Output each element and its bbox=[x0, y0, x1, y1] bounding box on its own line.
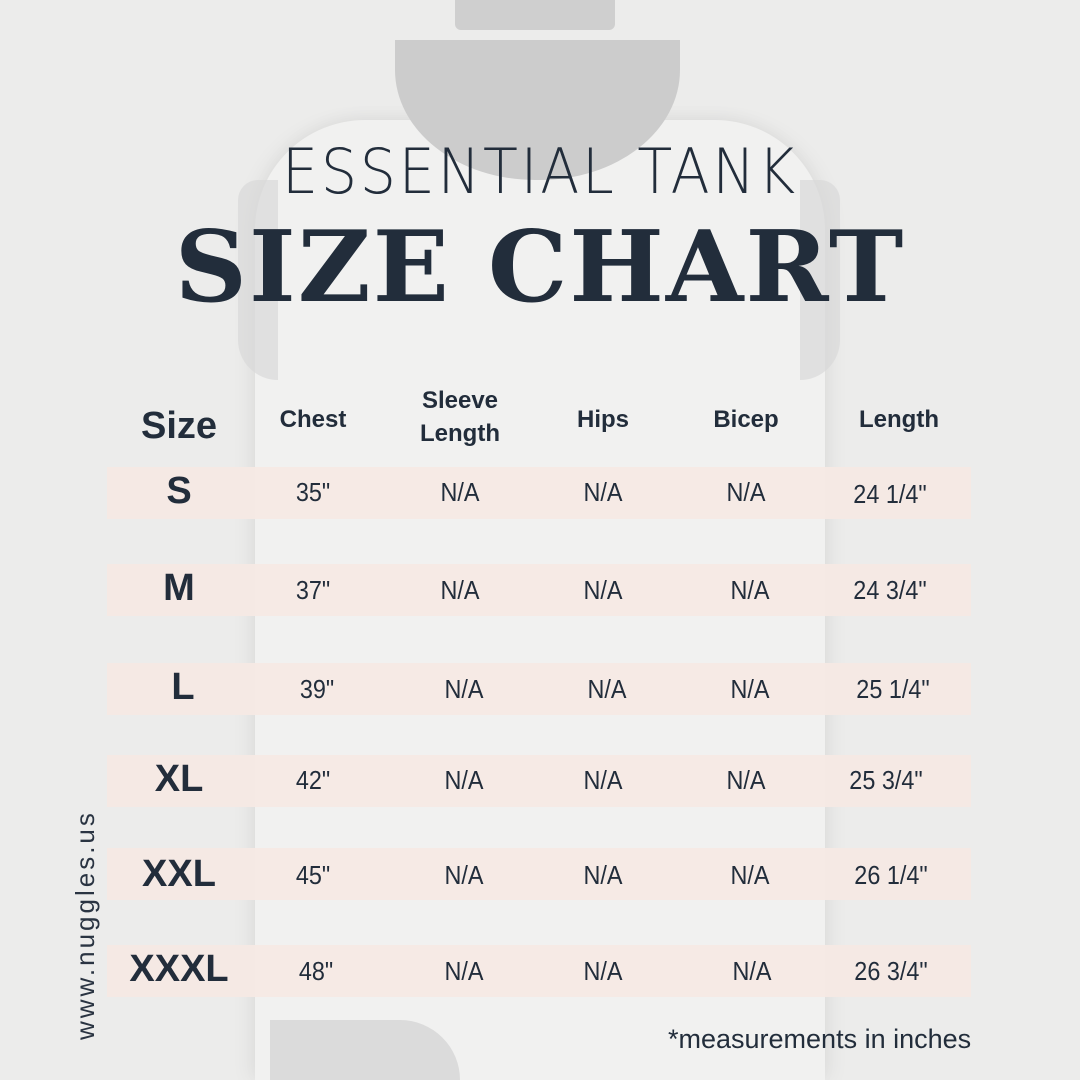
row-band-l bbox=[107, 663, 971, 715]
chart-title: SIZE CHART bbox=[174, 210, 906, 325]
header-sleeve-line2: Length bbox=[420, 420, 500, 447]
chest-value: 48" bbox=[298, 956, 334, 986]
chest-value: 37" bbox=[295, 575, 331, 605]
row-band-xxxl bbox=[107, 945, 971, 997]
hips-value: N/A bbox=[583, 956, 623, 986]
row-band-xl bbox=[107, 755, 971, 807]
website-url: www.nuggles.us bbox=[70, 810, 100, 1040]
header-length: Length bbox=[859, 406, 939, 433]
length-value: 24 1/4" bbox=[853, 479, 927, 509]
row-band-s bbox=[107, 467, 971, 519]
hips-value: N/A bbox=[583, 765, 623, 795]
bicep-value: N/A bbox=[726, 477, 766, 507]
bicep-value: N/A bbox=[730, 674, 770, 704]
sleeve-value: N/A bbox=[444, 674, 484, 704]
header-bicep: Bicep bbox=[713, 406, 779, 433]
sleeve-value: N/A bbox=[444, 860, 484, 890]
header-chest: Chest bbox=[279, 406, 347, 433]
chest-value: 42" bbox=[295, 765, 331, 795]
hips-value: N/A bbox=[583, 477, 623, 507]
bicep-value: N/A bbox=[730, 575, 770, 605]
size-label: L bbox=[171, 666, 195, 708]
header-sleeve-length: Sleeve Length bbox=[420, 383, 500, 452]
bicep-value: N/A bbox=[732, 956, 772, 986]
header-hips: Hips bbox=[576, 406, 630, 433]
length-value: 25 3/4" bbox=[849, 765, 923, 795]
size-label: XL bbox=[154, 758, 204, 800]
mannequin-shoulder-left bbox=[238, 180, 278, 380]
mannequin-neck bbox=[455, 0, 615, 30]
sleeve-value: N/A bbox=[444, 956, 484, 986]
measurement-note: *measurements in inches bbox=[668, 1024, 972, 1054]
bicep-value: N/A bbox=[730, 860, 770, 890]
hips-value: N/A bbox=[587, 674, 627, 704]
row-band-m bbox=[107, 564, 971, 616]
length-value: 26 1/4" bbox=[854, 860, 928, 890]
length-value: 26 3/4" bbox=[854, 956, 928, 986]
sleeve-value: N/A bbox=[440, 477, 480, 507]
length-value: 24 3/4" bbox=[853, 575, 927, 605]
size-label: XXL bbox=[142, 853, 216, 895]
product-title: ESSENTIAL TANK bbox=[282, 135, 798, 208]
sleeve-value: N/A bbox=[444, 765, 484, 795]
hips-value: N/A bbox=[583, 860, 623, 890]
length-value: 25 1/4" bbox=[856, 674, 930, 704]
chest-value: 39" bbox=[299, 674, 335, 704]
bicep-value: N/A bbox=[726, 765, 766, 795]
hips-value: N/A bbox=[583, 575, 623, 605]
mannequin-base bbox=[270, 1020, 460, 1080]
size-label: M bbox=[163, 567, 195, 609]
row-band-xxl bbox=[107, 848, 971, 900]
chest-value: 45" bbox=[295, 860, 331, 890]
header-size: Size bbox=[140, 405, 218, 447]
size-label: XXXL bbox=[129, 948, 229, 990]
sleeve-value: N/A bbox=[440, 575, 480, 605]
chest-value: 35" bbox=[295, 477, 331, 507]
size-label: S bbox=[166, 470, 192, 512]
header-sleeve-line1: Sleeve bbox=[421, 387, 499, 414]
mannequin-shoulder-right bbox=[800, 180, 840, 380]
